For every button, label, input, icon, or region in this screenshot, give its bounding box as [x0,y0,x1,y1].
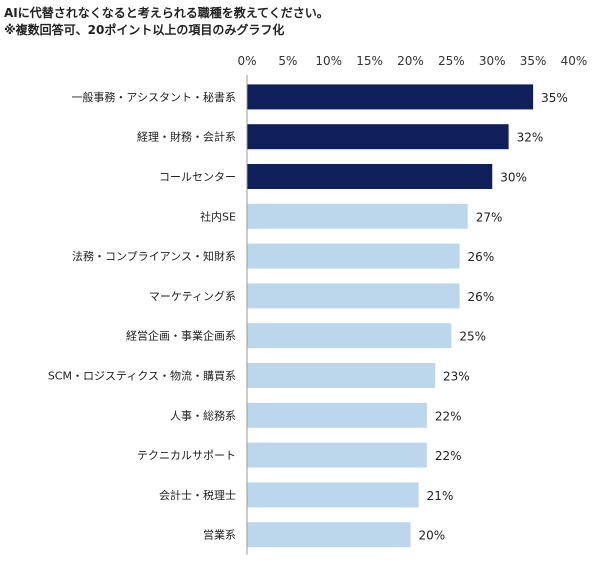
bar [247,243,460,269]
bar [247,203,468,229]
x-tick-label: 30% [479,54,506,68]
value-label: 26% [468,250,495,264]
category-label: 社内SE [200,209,236,223]
value-label: 21% [427,489,454,503]
value-label: 35% [541,91,568,105]
value-label: 25% [459,330,486,344]
bar [247,522,411,548]
bar [247,283,460,309]
value-label: 32% [517,131,544,145]
x-tick-label: 10% [315,54,342,68]
bar [247,124,509,150]
category-label: 経理・財務・会計系 [137,130,236,144]
category-label: 営業系 [203,528,236,542]
x-tick-label: 0% [237,54,256,68]
x-tick-label: 20% [397,54,424,68]
category-label: 経営企画・事業企画系 [126,329,236,343]
value-label: 20% [419,529,446,543]
category-label: 人事・総務系 [170,408,236,422]
value-label: 30% [500,171,527,185]
bar [247,442,427,468]
value-label: 26% [468,290,495,304]
x-tick-label: 40% [561,54,588,68]
value-label: 22% [435,409,462,423]
bar [247,323,452,349]
x-tick-label: 5% [278,54,297,68]
bar [247,363,436,388]
category-label: SCM・ロジスティクス・物流・購買系 [48,369,236,383]
category-label: コールセンター [159,171,236,184]
value-label: 22% [435,449,462,463]
category-label: 会計士・税理士 [159,488,236,502]
value-label: 27% [476,210,503,224]
bar [247,84,534,110]
category-label: 一般事務・アシスタント・秘書系 [71,90,236,104]
category-label: マーケティング系 [149,289,236,303]
chart-title: AIに代替されなくなると考えられる職種を教えてください。 [4,6,329,20]
x-tick-label: 35% [520,54,547,68]
bar [247,402,427,428]
bar [247,164,493,189]
chart-subtitle: ※複数回答可、20ポイント以上の項目のみグラフ化 [4,23,285,37]
bar [247,482,419,508]
category-label: 法務・コンプライアンス・知財系 [72,249,236,263]
category-label: テクニカルサポート [137,449,236,462]
value-label: 23% [443,370,470,384]
x-tick-label: 25% [438,54,465,68]
x-tick-label: 15% [356,54,383,68]
